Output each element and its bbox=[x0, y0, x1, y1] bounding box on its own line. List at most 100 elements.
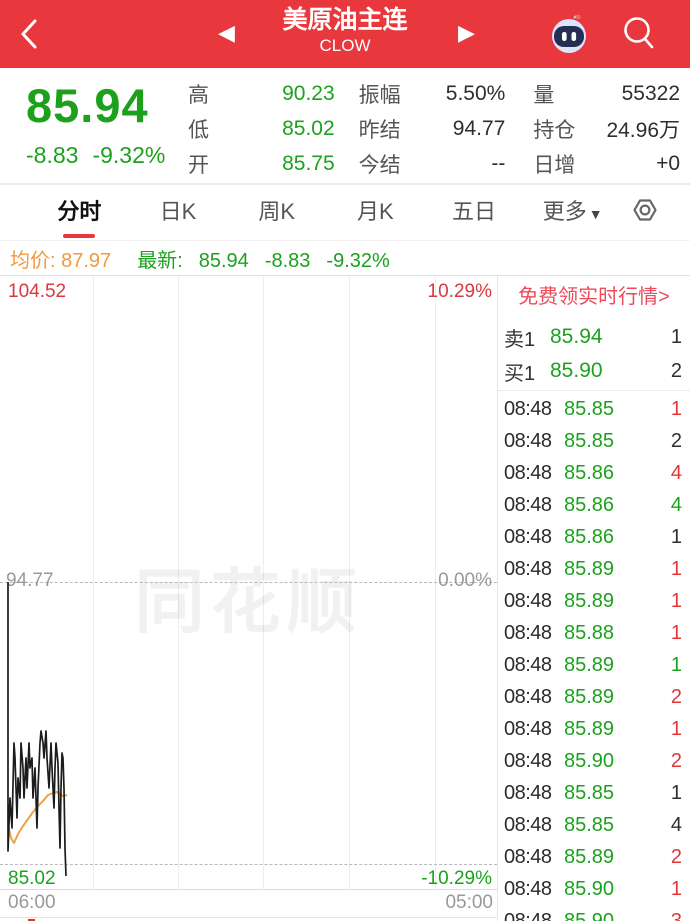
tick-price: 85.89 bbox=[564, 653, 615, 676]
ask-label: 卖1 bbox=[504, 328, 536, 351]
tick-time: 08:48 bbox=[504, 621, 552, 644]
tick-price: 85.89 bbox=[564, 685, 615, 708]
stat-value: +0 bbox=[656, 151, 681, 175]
tick-qty: 1 bbox=[670, 557, 682, 580]
bid-label: 买1 bbox=[504, 362, 536, 385]
y-max-pct: 10.29% bbox=[427, 281, 492, 302]
title-block: 美原油主连 CLOW bbox=[0, 5, 690, 57]
last-price: 85.94 bbox=[26, 79, 149, 132]
panel-divider bbox=[498, 390, 690, 391]
stat-label: 低 bbox=[188, 118, 209, 142]
stat-value: -- bbox=[491, 151, 506, 175]
tick-time: 08:48 bbox=[504, 493, 552, 516]
tick-price: 85.88 bbox=[564, 621, 615, 644]
tick-row: 08:48 85.86 4 bbox=[504, 457, 682, 489]
tick-time: 08:48 bbox=[504, 589, 552, 612]
tick-qty: 2 bbox=[670, 685, 682, 708]
avg-last-info: 均价: 87.97 最新: 85.94 -8.83 -9.32% bbox=[0, 241, 690, 275]
y-min-price: 85.02 bbox=[8, 868, 56, 889]
tick-time: 08:48 bbox=[504, 717, 552, 740]
tick-time: 08:48 bbox=[504, 813, 552, 836]
tick-qty: 4 bbox=[670, 813, 682, 836]
latest-price-info: 最新: 85.94 -8.83 -9.32% bbox=[137, 249, 390, 272]
tick-time: 08:48 bbox=[504, 429, 552, 452]
tick-qty: 2 bbox=[670, 845, 682, 868]
stat-value: 90.23 bbox=[282, 81, 335, 105]
tick-row: 08:48 85.90 1 bbox=[504, 873, 682, 905]
tick-price: 85.89 bbox=[564, 557, 615, 580]
tick-time: 08:48 bbox=[504, 557, 552, 580]
tick-qty: 2 bbox=[670, 749, 682, 772]
tick-qty: 1 bbox=[670, 525, 682, 548]
tick-row: 08:48 85.89 1 bbox=[504, 585, 682, 617]
tick-time: 08:48 bbox=[504, 461, 552, 484]
low-dashline bbox=[0, 864, 497, 865]
tab-minute[interactable]: 分时 bbox=[30, 185, 129, 240]
next-instrument-icon[interactable]: ▶ bbox=[458, 20, 475, 45]
tick-qty: 2 bbox=[670, 429, 682, 452]
tick-price: 85.86 bbox=[564, 461, 615, 484]
prev-instrument-icon[interactable]: ◀ bbox=[218, 20, 235, 45]
tick-row: 08:48 85.89 1 bbox=[504, 553, 682, 585]
quote-summary: 85.94 -8.83 -9.32% 高 90.23 低 85.02 开 85.75 振… bbox=[0, 68, 690, 183]
ask-qty: 1 bbox=[670, 325, 682, 348]
tick-qty: 1 bbox=[670, 589, 682, 612]
price-block: 85.94 -8.83 -9.32% bbox=[0, 76, 188, 183]
tick-time: 08:48 bbox=[504, 525, 552, 548]
tick-qty: 4 bbox=[670, 461, 682, 484]
tick-row: 08:48 85.89 2 bbox=[504, 681, 682, 713]
tick-price: 85.85 bbox=[564, 781, 615, 804]
ask-price: 85.94 bbox=[550, 325, 603, 348]
stats-col-2: 振幅 5.50% 昨结 94.77 今结 -- bbox=[359, 76, 506, 183]
y-mid-pct: 0.00% bbox=[438, 570, 492, 591]
promo-link[interactable]: 免费领实时行情> bbox=[518, 286, 670, 308]
tick-time: 08:48 bbox=[504, 749, 552, 772]
stat-label: 开 bbox=[188, 153, 209, 177]
indicator-settings-icon[interactable] bbox=[622, 195, 668, 230]
tick-row: 08:48 85.90 2 bbox=[504, 745, 682, 777]
bid-qty: 2 bbox=[670, 359, 682, 382]
tick-row: 08:48 85.85 4 bbox=[504, 809, 682, 841]
tick-price: 85.90 bbox=[564, 877, 615, 900]
stat-label: 量 bbox=[533, 83, 555, 107]
tick-qty: 1 bbox=[670, 621, 682, 644]
tick-price: 85.90 bbox=[564, 749, 615, 772]
y-mid-price: 94.77 bbox=[6, 570, 54, 591]
tick-row: 08:48 85.90 3 bbox=[504, 905, 682, 922]
back-icon[interactable] bbox=[16, 16, 42, 52]
tick-list[interactable]: 08:48 85.85 1 08:48 85.85 2 08:48 85.86 4 08:4… bbox=[498, 393, 690, 922]
order-panel: 免费领实时行情> 卖1 85.94 1 买1 85.90 2 08:48 85.8… bbox=[497, 275, 690, 921]
price-line bbox=[7, 582, 67, 877]
main-content: 同花顺 104.52 10.29% 94.77 0.00% 85.02 -10.… bbox=[0, 275, 690, 921]
tick-qty: 1 bbox=[670, 877, 682, 900]
price-change-pct: -9.32% bbox=[92, 142, 166, 168]
tick-price: 85.89 bbox=[564, 717, 615, 740]
tick-price: 85.89 bbox=[564, 845, 615, 868]
stats-col-1: 高 90.23 低 85.02 开 85.75 bbox=[188, 76, 335, 183]
tab-more[interactable]: 更多 ▼ bbox=[542, 199, 603, 224]
tick-qty: 1 bbox=[670, 653, 682, 676]
tab-daily-k[interactable]: 日K bbox=[159, 199, 197, 224]
stat-value: 85.75 bbox=[282, 151, 335, 175]
tick-row: 08:48 85.88 1 bbox=[504, 617, 682, 649]
tick-price: 85.90 bbox=[564, 909, 615, 922]
tick-price: 85.85 bbox=[564, 813, 615, 836]
tick-row: 08:48 85.89 2 bbox=[504, 841, 682, 873]
search-icon[interactable] bbox=[620, 14, 658, 54]
stat-value: 5.50% bbox=[445, 81, 506, 105]
tick-row: 08:48 85.85 2 bbox=[504, 425, 682, 457]
y-min-pct: -10.29% bbox=[421, 868, 492, 889]
ask-row: 卖1 85.94 1 bbox=[504, 320, 682, 354]
assistant-robot-icon[interactable] bbox=[549, 13, 589, 55]
period-tabbar: 分时 日K 周K 月K 五日 更多 ▼ bbox=[0, 185, 690, 241]
volume-pane-clipped: 1.000 bbox=[0, 917, 497, 921]
tick-time: 08:48 bbox=[504, 781, 552, 804]
price-series-svg bbox=[7, 582, 68, 877]
tick-price: 85.85 bbox=[564, 429, 615, 452]
tab-weekly-k[interactable]: 周K bbox=[258, 199, 296, 224]
minute-chart[interactable]: 同花顺 104.52 10.29% 94.77 0.00% 85.02 -10.… bbox=[0, 275, 497, 890]
tab-five-day[interactable]: 五日 bbox=[452, 199, 497, 224]
tab-monthly-k[interactable]: 月K bbox=[357, 199, 394, 224]
tick-qty: 1 bbox=[670, 781, 682, 804]
quote-stats: 高 90.23 低 85.02 开 85.75 振幅 5.50% 昨结 94.77 今结 -… bbox=[188, 76, 686, 183]
